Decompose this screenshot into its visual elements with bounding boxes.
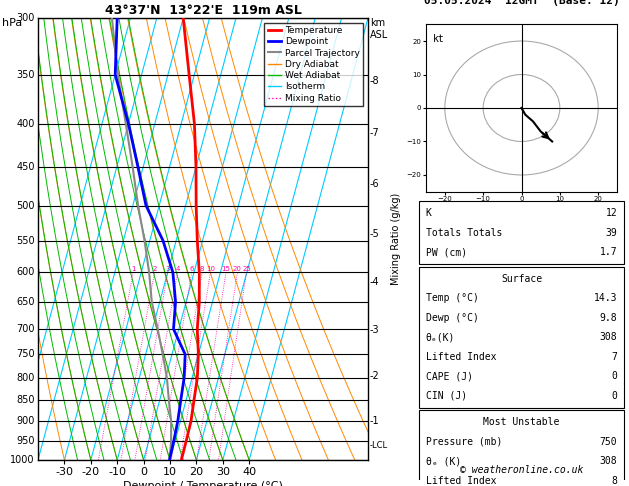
Text: Lifted Index: Lifted Index (426, 352, 496, 362)
Text: Most Unstable: Most Unstable (483, 417, 560, 427)
Text: Mixing Ratio (g/kg): Mixing Ratio (g/kg) (391, 193, 401, 285)
Text: hPa: hPa (2, 18, 22, 28)
X-axis label: Dewpoint / Temperature (°C): Dewpoint / Temperature (°C) (123, 481, 283, 486)
Text: 750: 750 (16, 349, 35, 359)
Text: 750: 750 (599, 437, 617, 447)
Text: 4: 4 (175, 266, 180, 273)
Text: K: K (426, 208, 431, 218)
Text: 1.7: 1.7 (599, 247, 617, 257)
Text: 700: 700 (16, 324, 35, 334)
Text: 6: 6 (189, 266, 194, 273)
Text: 8: 8 (611, 476, 617, 486)
Text: Pressure (mb): Pressure (mb) (426, 437, 502, 447)
Text: 9.8: 9.8 (599, 312, 617, 323)
Text: θₑ(K): θₑ(K) (426, 332, 455, 342)
Legend: Temperature, Dewpoint, Parcel Trajectory, Dry Adiabat, Wet Adiabat, Isotherm, Mi: Temperature, Dewpoint, Parcel Trajectory… (264, 22, 364, 106)
Text: -2: -2 (370, 371, 379, 381)
Text: 15: 15 (221, 266, 230, 273)
Text: -1: -1 (370, 416, 379, 426)
Text: 2: 2 (152, 266, 157, 273)
Text: PW (cm): PW (cm) (426, 247, 467, 257)
Text: 600: 600 (16, 267, 35, 278)
Text: 350: 350 (16, 69, 35, 80)
Text: 12: 12 (606, 208, 617, 218)
Text: 900: 900 (16, 417, 35, 426)
Text: 550: 550 (16, 236, 35, 245)
Text: -5: -5 (370, 229, 379, 239)
Text: -3: -3 (370, 325, 379, 335)
Text: 20: 20 (233, 266, 242, 273)
Text: 25: 25 (242, 266, 251, 273)
Text: 308: 308 (599, 332, 617, 342)
Text: 400: 400 (16, 119, 35, 129)
Text: 39: 39 (606, 227, 617, 238)
Text: 450: 450 (16, 162, 35, 172)
Text: CIN (J): CIN (J) (426, 391, 467, 401)
Text: 14.3: 14.3 (594, 293, 617, 303)
Bar (420, 410, 624, 486)
Text: 1000: 1000 (10, 455, 35, 465)
Text: 05.05.2024  12GMT  (Base: 12): 05.05.2024 12GMT (Base: 12) (423, 0, 620, 6)
Text: 308: 308 (599, 456, 617, 467)
Text: 500: 500 (16, 201, 35, 210)
Bar (420, 266, 624, 408)
Text: Temp (°C): Temp (°C) (426, 293, 479, 303)
Text: Totals Totals: Totals Totals (426, 227, 502, 238)
Text: 3: 3 (165, 266, 170, 273)
Text: © weatheronline.co.uk: © weatheronline.co.uk (460, 466, 583, 475)
Text: Dewp (°C): Dewp (°C) (426, 312, 479, 323)
Text: -LCL: -LCL (370, 440, 387, 450)
Text: 7: 7 (611, 352, 617, 362)
Text: -6: -6 (370, 179, 379, 189)
Text: -8: -8 (370, 76, 379, 86)
Text: θₑ (K): θₑ (K) (426, 456, 461, 467)
Text: 0: 0 (611, 371, 617, 382)
Text: 300: 300 (16, 13, 35, 23)
Text: -4: -4 (370, 278, 379, 287)
Text: Lifted Index: Lifted Index (426, 476, 496, 486)
Text: 8: 8 (200, 266, 204, 273)
Text: CAPE (J): CAPE (J) (426, 371, 472, 382)
Bar (420, 201, 624, 264)
Text: km
ASL: km ASL (370, 18, 388, 39)
Text: 1: 1 (131, 266, 135, 273)
Text: 950: 950 (16, 436, 35, 446)
Text: 10: 10 (206, 266, 215, 273)
Text: -7: -7 (370, 128, 379, 138)
Text: 0: 0 (611, 391, 617, 401)
Text: Surface: Surface (501, 274, 542, 284)
Text: 650: 650 (16, 297, 35, 307)
Text: 800: 800 (16, 373, 35, 383)
Text: 43°37'N  13°22'E  119m ASL: 43°37'N 13°22'E 119m ASL (104, 4, 301, 17)
Text: 850: 850 (16, 395, 35, 405)
